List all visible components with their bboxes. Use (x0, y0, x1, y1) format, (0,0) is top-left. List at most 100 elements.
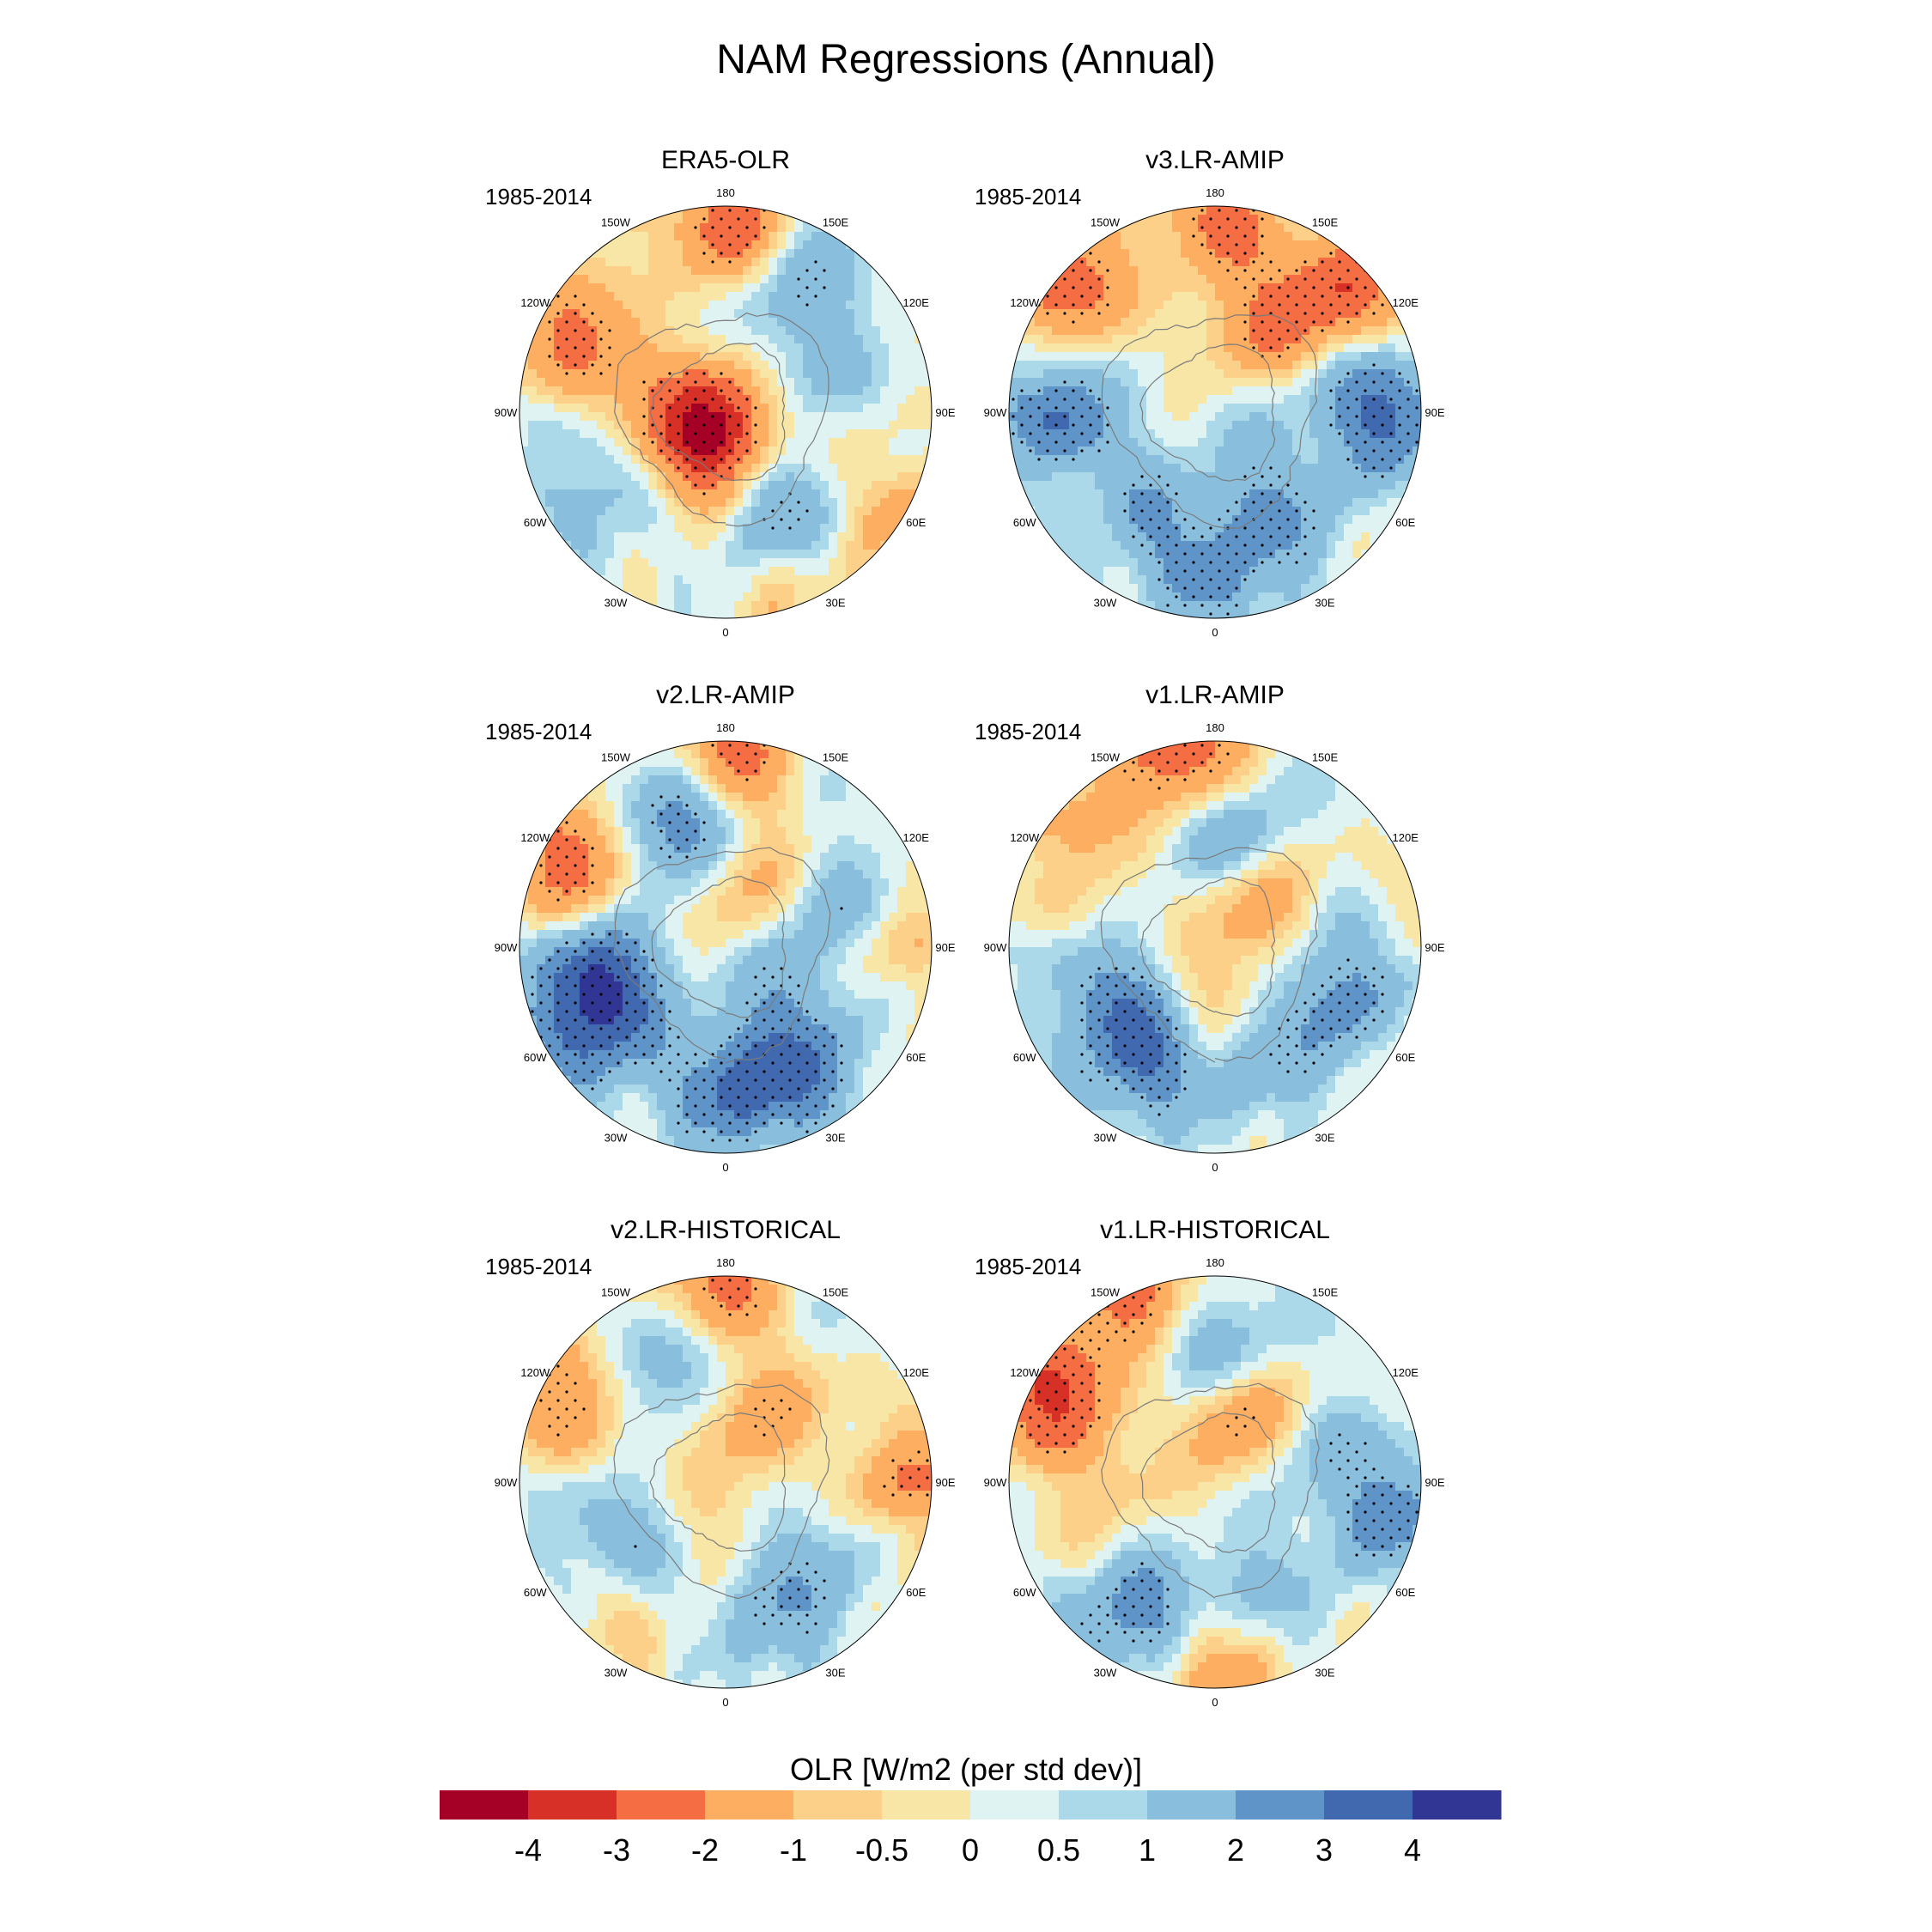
longitude-label: 30E (1315, 1132, 1334, 1145)
longitude-label: 30E (825, 1132, 845, 1145)
longitude-label: 60W (1013, 1586, 1036, 1599)
polar-map: 180 150E 120E 90E 60E 30E 0 30W 60W 90W 120W 150W (984, 1256, 1445, 1709)
panel-title: v3.LR-AMIP (1145, 146, 1285, 174)
longitude-label: 30E (825, 1667, 845, 1680)
longitude-label: 90E (1425, 941, 1444, 954)
longitude-label: 150W (601, 750, 631, 763)
longitude-label: 120E (903, 831, 930, 844)
longitude-label: 60E (1395, 1586, 1415, 1599)
panel-period: 1985-2014 (485, 184, 592, 210)
colorbar-segment (1236, 1790, 1325, 1820)
map-border (519, 205, 933, 619)
olr-field (1009, 1276, 1421, 1688)
map-panel-v2-amip: v2.LR-AMIP 1985-2014 180 150E 120E 90E 60E 30… (485, 681, 966, 1179)
colorbar-segment (970, 1790, 1060, 1820)
map-panel-v1-amip: v1.LR-AMIP 1985-2014 180 150E 120E 90E 60E 30… (975, 681, 1455, 1179)
longitude-label: 120E (1393, 296, 1419, 309)
longitude-label: 30W (605, 1667, 628, 1680)
longitude-label: 90W (984, 1476, 1007, 1489)
coastlines (1101, 1382, 1320, 1599)
map-border (1008, 1275, 1422, 1689)
coastlines (613, 847, 831, 1064)
colorbar-tick-label: 0.5 (1037, 1832, 1080, 1868)
longitude-label: 60E (906, 1586, 926, 1599)
longitude-label: 180 (716, 1256, 735, 1269)
figure-title: NAM Regressions (Annual) (716, 37, 1216, 82)
longitude-label: 60E (1395, 1051, 1415, 1064)
longitude-label: 120W (520, 1366, 550, 1379)
longitude-label: 90W (495, 1476, 518, 1489)
polar-map: 180 150E 120E 90E 60E 30E 0 30W 60W 90W 120W 150W (984, 721, 1445, 1174)
colorbar-tick-label: 1 (1139, 1832, 1156, 1868)
map-border (519, 1275, 933, 1689)
longitude-label: 30W (605, 597, 628, 610)
colorbar-tick-label: -2 (691, 1832, 719, 1868)
panel-title: v2.LR-HISTORICAL (611, 1216, 841, 1244)
longitude-label: 120E (903, 1366, 930, 1379)
longitude-label: 180 (1206, 721, 1224, 734)
olr-field (519, 741, 932, 1153)
colorbar-segment (1324, 1790, 1413, 1820)
longitude-label: 120E (1393, 1366, 1419, 1379)
colorbar-segment (1413, 1790, 1502, 1820)
colorbar-segment (1147, 1790, 1236, 1820)
longitude-label: 60E (1395, 516, 1415, 529)
longitude-label: 30E (1315, 1667, 1334, 1680)
longitude-label: 180 (716, 186, 735, 199)
colorbar-tick-label: -4 (514, 1832, 542, 1868)
longitude-label: 120E (1393, 831, 1419, 844)
colorbar-tick-label: -3 (603, 1832, 630, 1868)
map-border (1008, 205, 1422, 619)
longitude-label: 120W (1010, 296, 1040, 309)
longitude-label: 60E (906, 516, 926, 529)
colorbar-segment (617, 1790, 706, 1820)
polar-map: 180 150E 120E 90E 60E 30E 0 30W 60W 90W 120W 150W (495, 186, 956, 639)
longitude-label: 60W (524, 1051, 547, 1064)
longitude-label: 30W (1094, 597, 1117, 610)
panel-period: 1985-2014 (975, 719, 1082, 744)
coastlines (1101, 313, 1318, 529)
longitude-label: 30W (605, 1132, 628, 1145)
longitude-label: 90E (935, 1476, 955, 1489)
longitude-label: 150E (1312, 750, 1339, 763)
panel-period: 1985-2014 (975, 1254, 1082, 1279)
panel-period: 1985-2014 (485, 1254, 592, 1279)
longitude-label: 90W (495, 941, 518, 954)
polar-map: 180 150E 120E 90E 60E 30E 0 30W 60W 90W 120W 150W (495, 1256, 956, 1709)
longitude-label: 90E (1425, 406, 1444, 419)
panel-title: ERA5-OLR (660, 146, 791, 174)
colorbar-tick-label: -1 (780, 1832, 807, 1868)
longitude-label: 120W (520, 296, 550, 309)
longitude-label: 150E (1312, 216, 1339, 228)
colorbar-tick-label: 2 (1227, 1832, 1244, 1868)
longitude-label: 150E (823, 750, 849, 763)
olr-field (519, 1276, 932, 1688)
longitude-label: 30E (825, 597, 845, 610)
colorbar: -4 -3 -2 -1 -0.5 0 0.5 1 2 3 4 (440, 1790, 1502, 1868)
longitude-label: 0 (1212, 1696, 1218, 1709)
longitude-label: 150E (823, 216, 849, 228)
longitude-label: 150W (601, 1285, 631, 1298)
colorbar-segment (1059, 1790, 1148, 1820)
longitude-label: 120W (1010, 831, 1040, 844)
map-border (519, 740, 933, 1154)
panel-title: v1.LR-AMIP (1145, 681, 1285, 709)
longitude-label: 0 (722, 1161, 728, 1174)
longitude-label: 0 (722, 626, 728, 639)
map-panel-v2-historical: v2.LR-HISTORICAL 1985-2014 180 150E 120E 90… (485, 1216, 966, 1714)
colorbar-segment (440, 1790, 529, 1820)
coastlines (1100, 847, 1319, 1063)
longitude-label: 90E (935, 941, 955, 954)
longitude-label: 90W (984, 941, 1007, 954)
longitude-label: 60W (524, 516, 547, 529)
longitude-label: 150W (601, 216, 631, 228)
longitude-label: 0 (722, 1696, 728, 1709)
panel-period: 1985-2014 (485, 719, 592, 744)
longitude-label: 180 (1206, 186, 1224, 199)
longitude-label: 60E (906, 1051, 926, 1064)
colorbar-tick-label: 3 (1315, 1832, 1333, 1868)
longitude-label: 180 (1206, 1256, 1224, 1269)
longitude-label: 90E (935, 406, 955, 419)
colorbar-tick-label: 4 (1404, 1832, 1421, 1868)
longitude-label: 30E (1315, 597, 1334, 610)
